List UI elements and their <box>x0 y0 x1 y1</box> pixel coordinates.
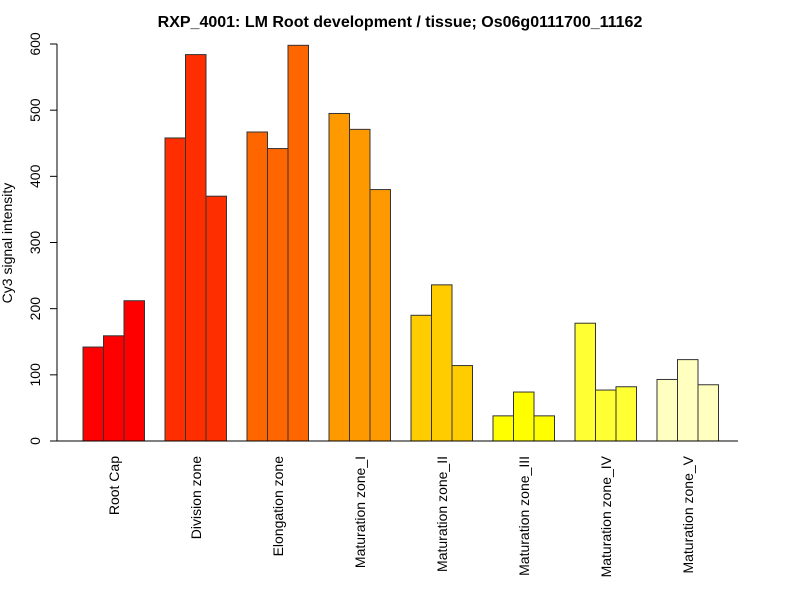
bar <box>410 314 432 442</box>
bar <box>164 137 186 442</box>
bar <box>349 128 371 442</box>
bar <box>656 378 678 442</box>
bar <box>431 284 453 442</box>
bar <box>287 44 309 442</box>
bar <box>267 148 289 442</box>
category-labels: Root Cap Division zone Elongation zone Matu… <box>106 455 696 577</box>
bar <box>103 335 125 442</box>
bar <box>697 384 719 442</box>
x-category-label: Division zone <box>188 456 204 539</box>
bar <box>185 54 207 442</box>
bar <box>513 391 535 442</box>
y-tick-label: 100 <box>27 363 43 387</box>
x-category-label: Elongation zone <box>270 456 286 557</box>
y-tick-label: 500 <box>27 98 43 122</box>
bar <box>492 415 514 442</box>
y-tick-label: 200 <box>27 297 43 321</box>
x-category-label: Maturation zone_II <box>434 456 450 572</box>
x-category-label: Maturation zone_I <box>352 456 368 568</box>
bar <box>123 300 145 442</box>
x-category-label: Maturation zone_IV <box>598 455 614 577</box>
bar <box>369 189 391 442</box>
bar <box>574 322 596 442</box>
bar <box>82 346 104 442</box>
y-axis-label: Cy3 signal intensity <box>0 183 15 304</box>
bar <box>451 365 473 442</box>
x-category-label: Root Cap <box>106 456 122 515</box>
x-category-label: Maturation zone_III <box>516 456 532 576</box>
y-axis: 0 100 200 300 400 500 600 <box>27 32 58 445</box>
y-tick-label: 0 <box>27 437 43 445</box>
y-tick-label: 400 <box>27 164 43 188</box>
bar <box>677 359 699 442</box>
y-tick-label: 600 <box>27 32 43 56</box>
x-category-label: Maturation zone_V <box>680 455 696 573</box>
bar <box>205 195 227 442</box>
bar <box>246 131 268 442</box>
chart-title: RXP_4001: LM Root development / tissue; … <box>158 14 643 31</box>
bar <box>595 389 617 442</box>
y-tick-label: 300 <box>27 231 43 255</box>
bar <box>328 112 350 442</box>
bar <box>533 415 555 442</box>
bar <box>615 386 637 442</box>
bars-group <box>82 44 719 442</box>
